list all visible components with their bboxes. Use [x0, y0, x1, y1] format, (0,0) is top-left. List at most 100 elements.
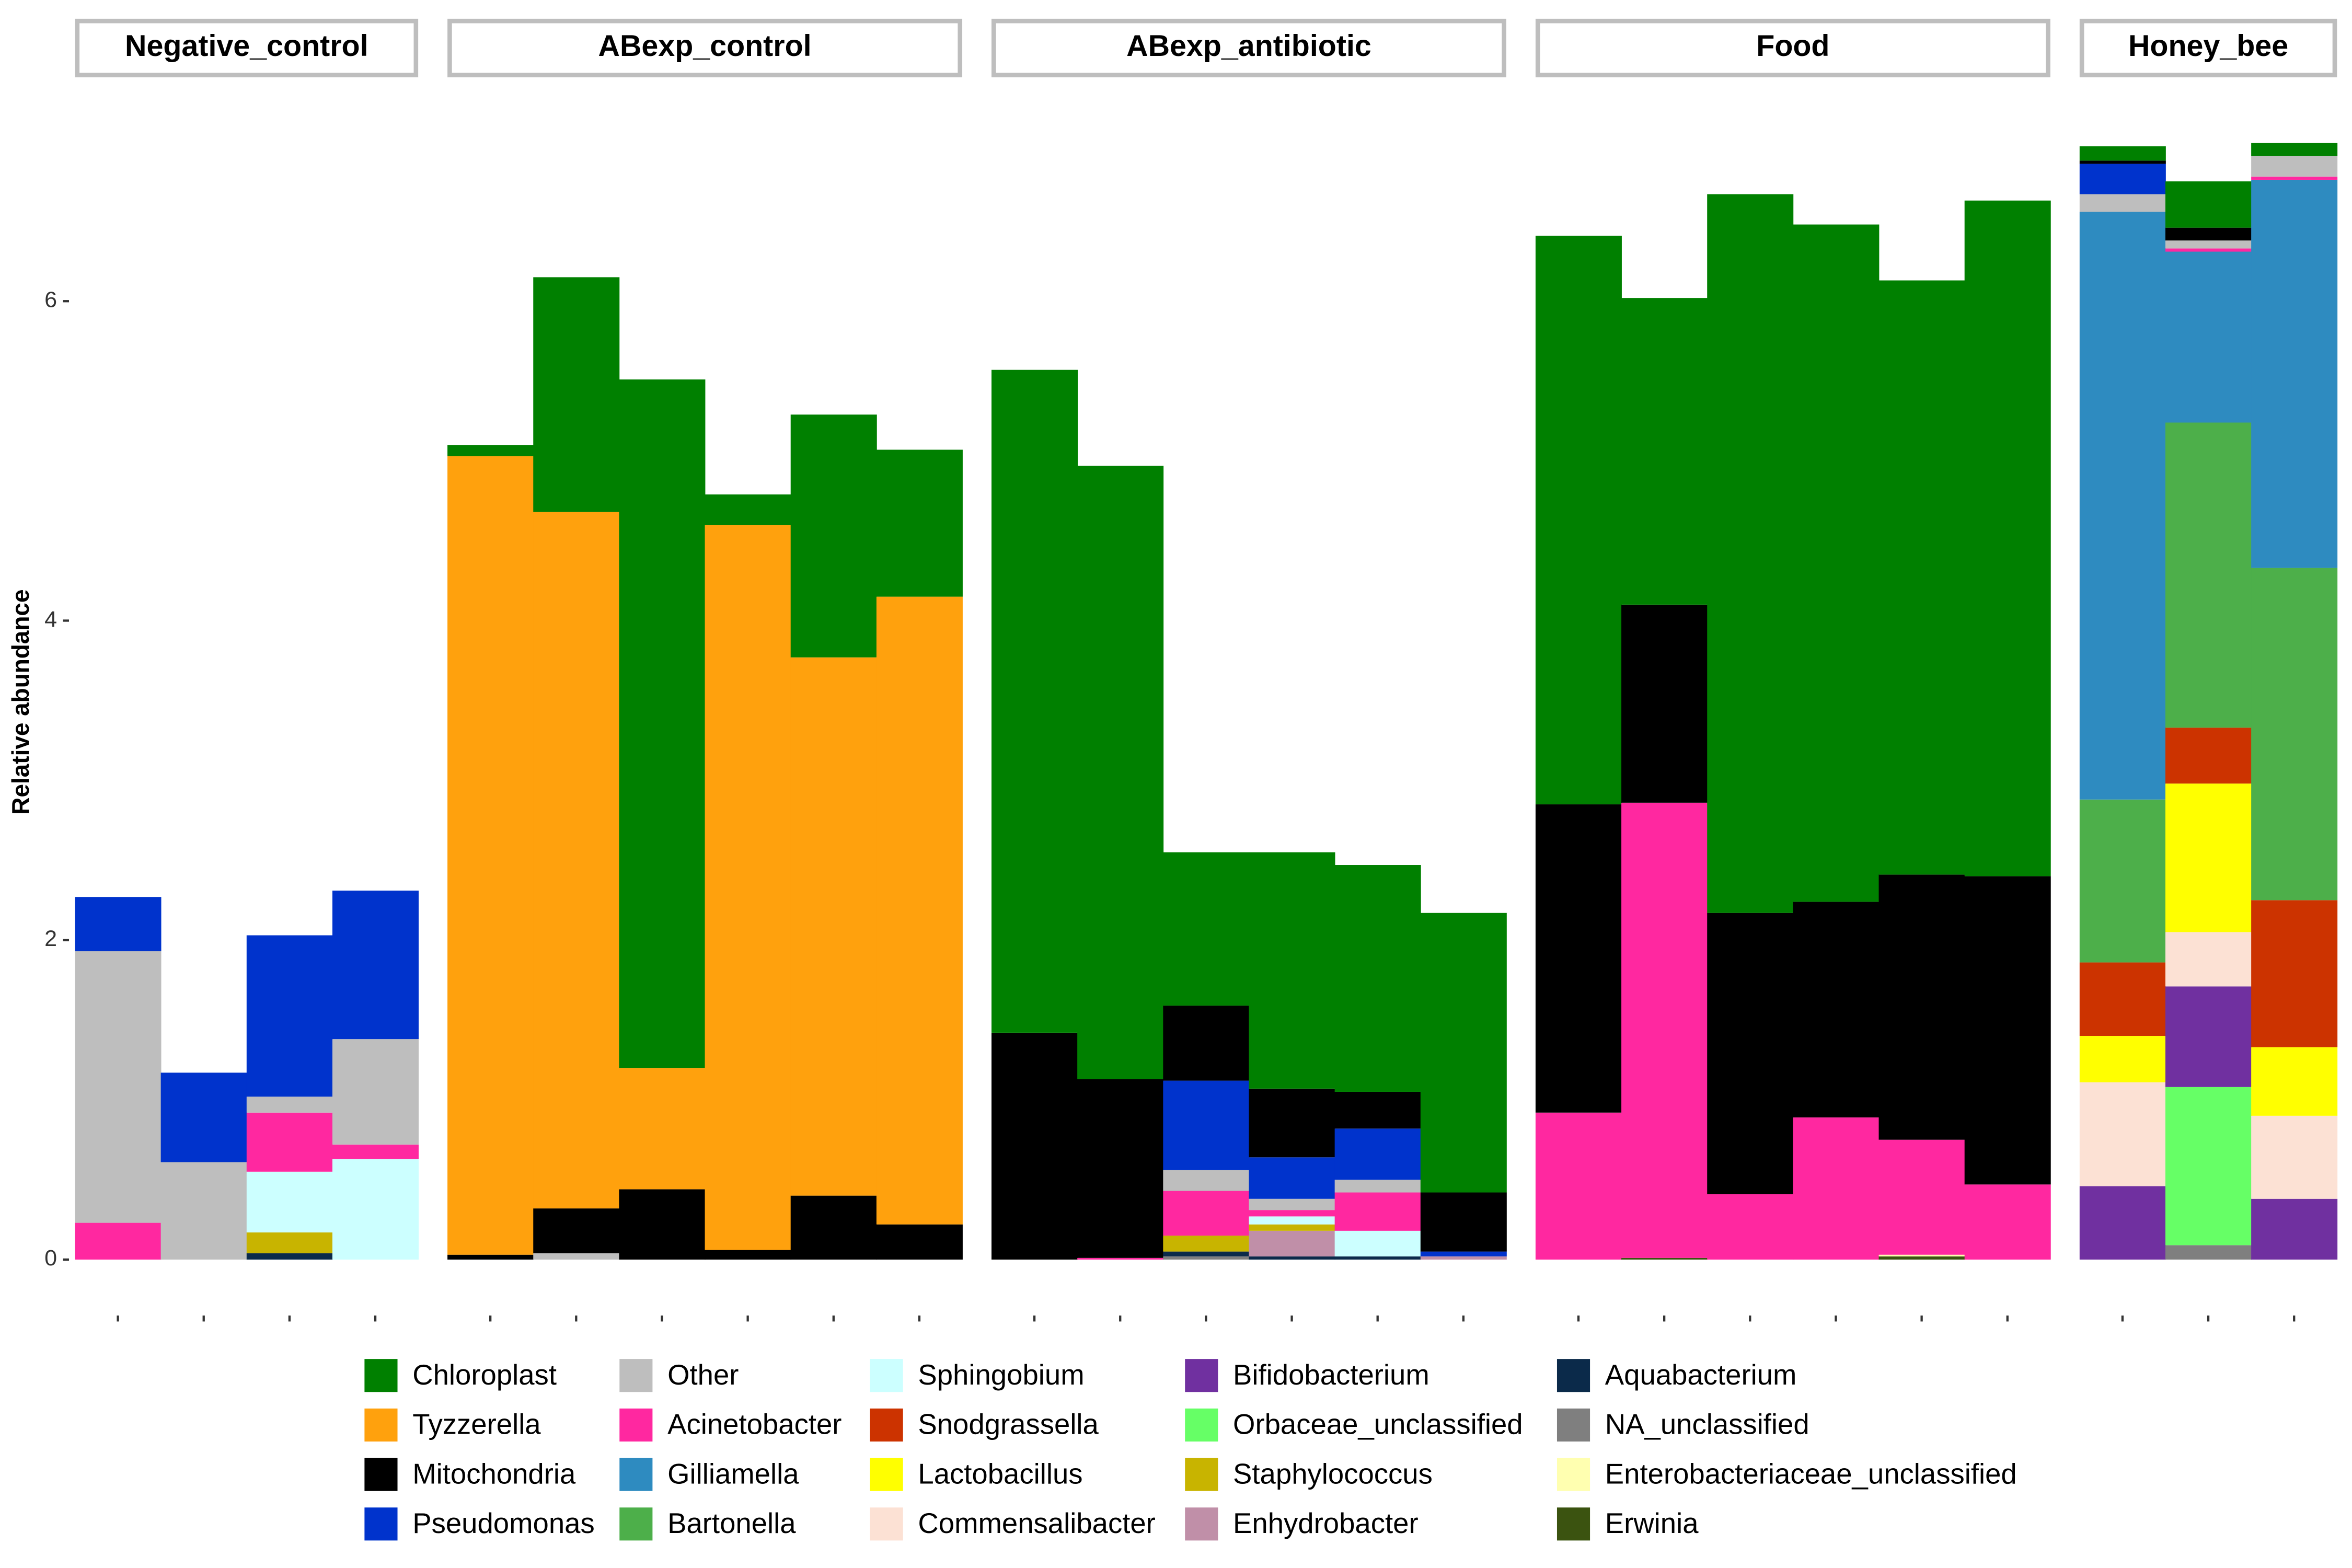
bar-segment: [705, 525, 791, 1250]
bar-segment: [1163, 852, 1250, 1006]
legend-label: Enhydrobacter: [1233, 1507, 1419, 1539]
legend-swatch: [619, 1458, 653, 1491]
legend-swatch: [364, 1359, 398, 1392]
bar-segment: [1334, 1192, 1421, 1231]
legend-label: Enterobacteriaceae_unclassified: [1605, 1458, 2017, 1490]
facet-strip: [2079, 18, 2337, 77]
bar-segment: [1621, 604, 1708, 803]
facet-title: ABexp_antibiotic: [1126, 29, 1371, 63]
legend-label: Chloroplast: [412, 1359, 557, 1391]
legend-swatch: [1557, 1359, 1590, 1392]
legend-swatch: [1557, 1507, 1590, 1541]
facet-title: Honey_bee: [2128, 29, 2288, 63]
bar-segment: [533, 1253, 620, 1260]
bar-segment: [1077, 1079, 1164, 1258]
bar-segment: [2251, 1198, 2338, 1260]
legend-label: Snodgrassella: [918, 1409, 1099, 1440]
legend-swatch: [870, 1408, 903, 1442]
bar-segment: [2165, 1087, 2252, 1246]
bar-segment: [2165, 728, 2252, 784]
bar-segment: [1964, 200, 2051, 877]
legend-swatch: [1185, 1359, 1218, 1392]
legend-label: Staphylococcus: [1233, 1458, 1433, 1490]
bar-segment: [876, 449, 963, 597]
bar-segment: [2251, 1115, 2338, 1199]
bar-segment: [447, 445, 534, 456]
bar-segment: [1249, 1224, 1335, 1231]
legend-label: Aquabacterium: [1605, 1359, 1797, 1391]
bar-segment: [447, 456, 534, 1255]
bar-segment: [1163, 1251, 1250, 1256]
bar-segment: [75, 1223, 162, 1260]
bar-segment: [1621, 1258, 1708, 1260]
legend-label: Tyzzerella: [412, 1409, 541, 1440]
bar-segment: [1334, 1091, 1421, 1129]
bar-segment: [1163, 1005, 1250, 1081]
bar-segment: [1249, 1210, 1335, 1217]
bar-segment: [1964, 1184, 2051, 1260]
bar-segment: [2165, 251, 2252, 423]
legend-swatch: [1185, 1507, 1218, 1541]
bar-segment: [790, 657, 877, 1196]
bar-segment: [1163, 1170, 1250, 1191]
bar-segment: [246, 935, 333, 1097]
bar-segment: [2165, 422, 2252, 728]
bar-segment: [1249, 1216, 1335, 1225]
bar-segment: [1420, 1256, 1507, 1260]
legend-label: Acinetobacter: [667, 1409, 841, 1440]
legend-label: Sphingobium: [918, 1359, 1084, 1391]
bar-segment: [1878, 874, 1965, 1140]
bar-segment: [1077, 1258, 1164, 1260]
bar-segment: [2251, 900, 2338, 1047]
bar-segment: [1249, 1157, 1335, 1199]
legend-label: Gilliamella: [667, 1458, 799, 1490]
bar-segment: [991, 1032, 1078, 1260]
bar-segment: [1878, 1254, 1965, 1256]
bar-segment: [1707, 194, 1794, 913]
bar-segment: [1163, 1256, 1250, 1260]
bar-segment: [1334, 1256, 1421, 1260]
bar-segment: [75, 897, 162, 952]
bar-segment: [2079, 212, 2166, 800]
bar-segment: [619, 379, 706, 1068]
bar-segment: [246, 1097, 333, 1113]
legend-swatch: [870, 1458, 903, 1491]
bar-segment: [2251, 179, 2338, 568]
bar-segment: [1793, 1117, 1880, 1260]
legend-swatch: [364, 1507, 398, 1541]
y-tick-label: 0: [44, 1246, 57, 1271]
bar-segment: [246, 1171, 333, 1232]
bar-segment: [1707, 913, 1794, 1194]
bar-segment: [246, 1232, 333, 1253]
bar-segment: [2165, 227, 2252, 241]
bar-segment: [75, 951, 162, 1223]
bar-segment: [1334, 865, 1421, 1092]
legend-swatch: [364, 1408, 398, 1442]
bar-segment: [533, 1208, 620, 1253]
bar-segment: [1249, 1198, 1335, 1210]
legend-swatch: [619, 1408, 653, 1442]
bar-segment: [1334, 1180, 1421, 1193]
bar-segment: [1621, 802, 1708, 1258]
legend-label: Other: [667, 1359, 739, 1391]
bar-segment: [160, 1073, 247, 1162]
bar-segment: [2251, 176, 2338, 180]
bar-segment: [2079, 160, 2166, 164]
bar-segment: [1249, 1256, 1335, 1260]
y-axis-label: Relative abundance: [7, 590, 34, 815]
bar-segment: [1793, 224, 1880, 902]
bar-segment: [2165, 240, 2252, 249]
legend-label: Erwinia: [1605, 1507, 1699, 1539]
bar-segment: [705, 1250, 791, 1260]
legend-label: Bifidobacterium: [1233, 1359, 1429, 1391]
bar-segment: [619, 1068, 706, 1190]
facet-title: ABexp_control: [598, 29, 812, 63]
bar-segment: [533, 277, 620, 512]
bar-segment: [1334, 1128, 1421, 1180]
legend-label: NA_unclassified: [1605, 1409, 1809, 1440]
facet-strip: [1535, 18, 2050, 77]
bar-segment: [1535, 804, 1622, 1113]
bar-segment: [160, 1162, 247, 1260]
